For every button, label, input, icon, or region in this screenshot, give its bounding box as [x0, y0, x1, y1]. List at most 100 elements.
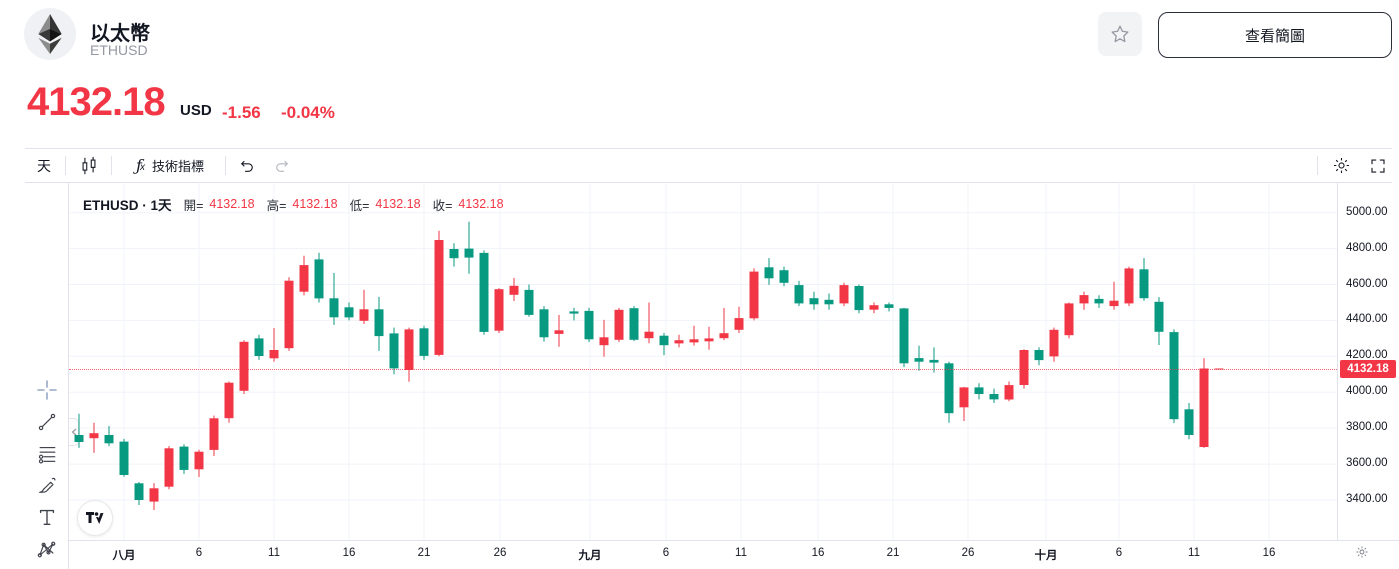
price-axis[interactable]: 5000.00 4800.00 4600.00 4400.00 4200.00 4000.…	[1337, 182, 1399, 540]
fib-retracement-tool[interactable]	[34, 441, 60, 467]
star-icon	[1111, 25, 1129, 43]
time-axis-settings-button[interactable]	[1355, 545, 1369, 564]
candle	[254, 334, 264, 360]
candle	[689, 325, 699, 346]
view-overview-button[interactable]: 查看簡圖	[1158, 12, 1392, 58]
candle	[1109, 281, 1119, 310]
candle	[824, 293, 834, 310]
candle	[269, 328, 279, 362]
xabcd-pattern-tool[interactable]	[34, 536, 60, 562]
price-axis-label: 3600.00	[1346, 457, 1388, 470]
text-tool[interactable]	[34, 504, 60, 530]
candle	[74, 413, 84, 448]
candle	[314, 252, 324, 303]
candle	[614, 307, 624, 342]
legend-symbol: ETHUSD	[83, 198, 139, 213]
redo-icon	[276, 160, 288, 172]
candle	[449, 243, 459, 267]
currency-label: USD	[180, 102, 212, 119]
candle	[854, 284, 864, 314]
time-axis-label: 26	[493, 547, 507, 559]
high-label: 高=	[266, 198, 287, 213]
candle	[629, 306, 639, 342]
gear-icon	[1356, 546, 1368, 558]
candle	[359, 289, 369, 324]
time-axis-label: 16	[1262, 547, 1276, 559]
candle	[1154, 297, 1164, 345]
ethereum-logo	[24, 8, 76, 60]
time-axis-label: 6	[195, 547, 203, 559]
candlestick-style-icon	[82, 156, 96, 174]
last-price: 4132.18	[27, 80, 166, 124]
candle	[749, 268, 759, 321]
tradingview-icon	[86, 512, 104, 524]
symbol-label: ETHUSD	[90, 42, 148, 58]
candle	[299, 255, 309, 296]
chart-style-button[interactable]	[69, 149, 109, 182]
time-axis-label: 11	[1188, 547, 1200, 559]
candle	[884, 302, 894, 312]
price-change-percent: -0.04%	[281, 103, 335, 122]
grid	[69, 182, 1337, 540]
brush-tool[interactable]	[34, 472, 60, 498]
close-value: 4132.18	[458, 197, 504, 211]
interval-button[interactable]: 天	[37, 157, 51, 174]
candle	[194, 449, 204, 477]
low-value: 4132.18	[375, 197, 421, 211]
time-axis-label: 16	[811, 547, 825, 559]
time-axis-label: 21	[417, 547, 431, 559]
candles	[74, 221, 1224, 510]
candle	[1094, 295, 1104, 308]
chart-plot-area[interactable]	[69, 182, 1337, 540]
candle	[284, 277, 294, 351]
tradingview-logo[interactable]	[77, 500, 113, 536]
candle	[1184, 403, 1194, 440]
candle	[674, 334, 684, 348]
chevron-left-icon	[71, 428, 76, 436]
price-axis-label: 4000.00	[1346, 385, 1388, 398]
candle	[434, 230, 444, 357]
candle	[719, 308, 729, 341]
time-axis[interactable]: 八月 6 11 16 21 26 九月 6 11 16 21 26 十月 6 11 16	[69, 540, 1399, 569]
candle	[959, 386, 969, 421]
candle	[209, 415, 219, 456]
candle	[479, 250, 489, 335]
candle	[569, 307, 579, 321]
candlestick-chart	[69, 182, 1337, 540]
fullscreen-button[interactable]	[1361, 149, 1395, 182]
fib-retracement-icon	[38, 446, 56, 464]
price-axis-label: 4200.00	[1346, 349, 1388, 362]
candle	[659, 333, 669, 356]
candle	[584, 307, 594, 342]
candle	[239, 340, 249, 394]
undo-button[interactable]	[230, 149, 264, 182]
candle	[704, 326, 714, 350]
time-axis-label: 6	[662, 547, 670, 559]
undo-icon	[241, 160, 253, 172]
price-axis-label: 4600.00	[1346, 277, 1388, 290]
price-axis-label: 4400.00	[1346, 313, 1388, 326]
price-axis-label: 3400.00	[1346, 493, 1388, 505]
candle	[494, 288, 504, 333]
favorite-button[interactable]	[1098, 12, 1142, 56]
legend-interval: 1天	[150, 198, 172, 213]
price-change: -1.56	[222, 103, 261, 122]
crosshair-tool[interactable]	[34, 377, 60, 403]
candle	[1064, 302, 1074, 339]
trendline-tool[interactable]	[34, 409, 60, 435]
candle	[764, 258, 774, 285]
redo-button[interactable]	[265, 149, 299, 182]
candle	[119, 438, 129, 477]
candle	[869, 302, 879, 314]
chart-settings-button[interactable]	[1323, 149, 1359, 182]
candle	[1199, 358, 1209, 448]
candle	[104, 426, 114, 447]
candle	[899, 307, 909, 368]
text-icon	[39, 509, 55, 526]
candle	[404, 327, 414, 382]
low-label: 低=	[349, 198, 370, 213]
view-overview-label: 查看簡圖	[1244, 27, 1305, 45]
